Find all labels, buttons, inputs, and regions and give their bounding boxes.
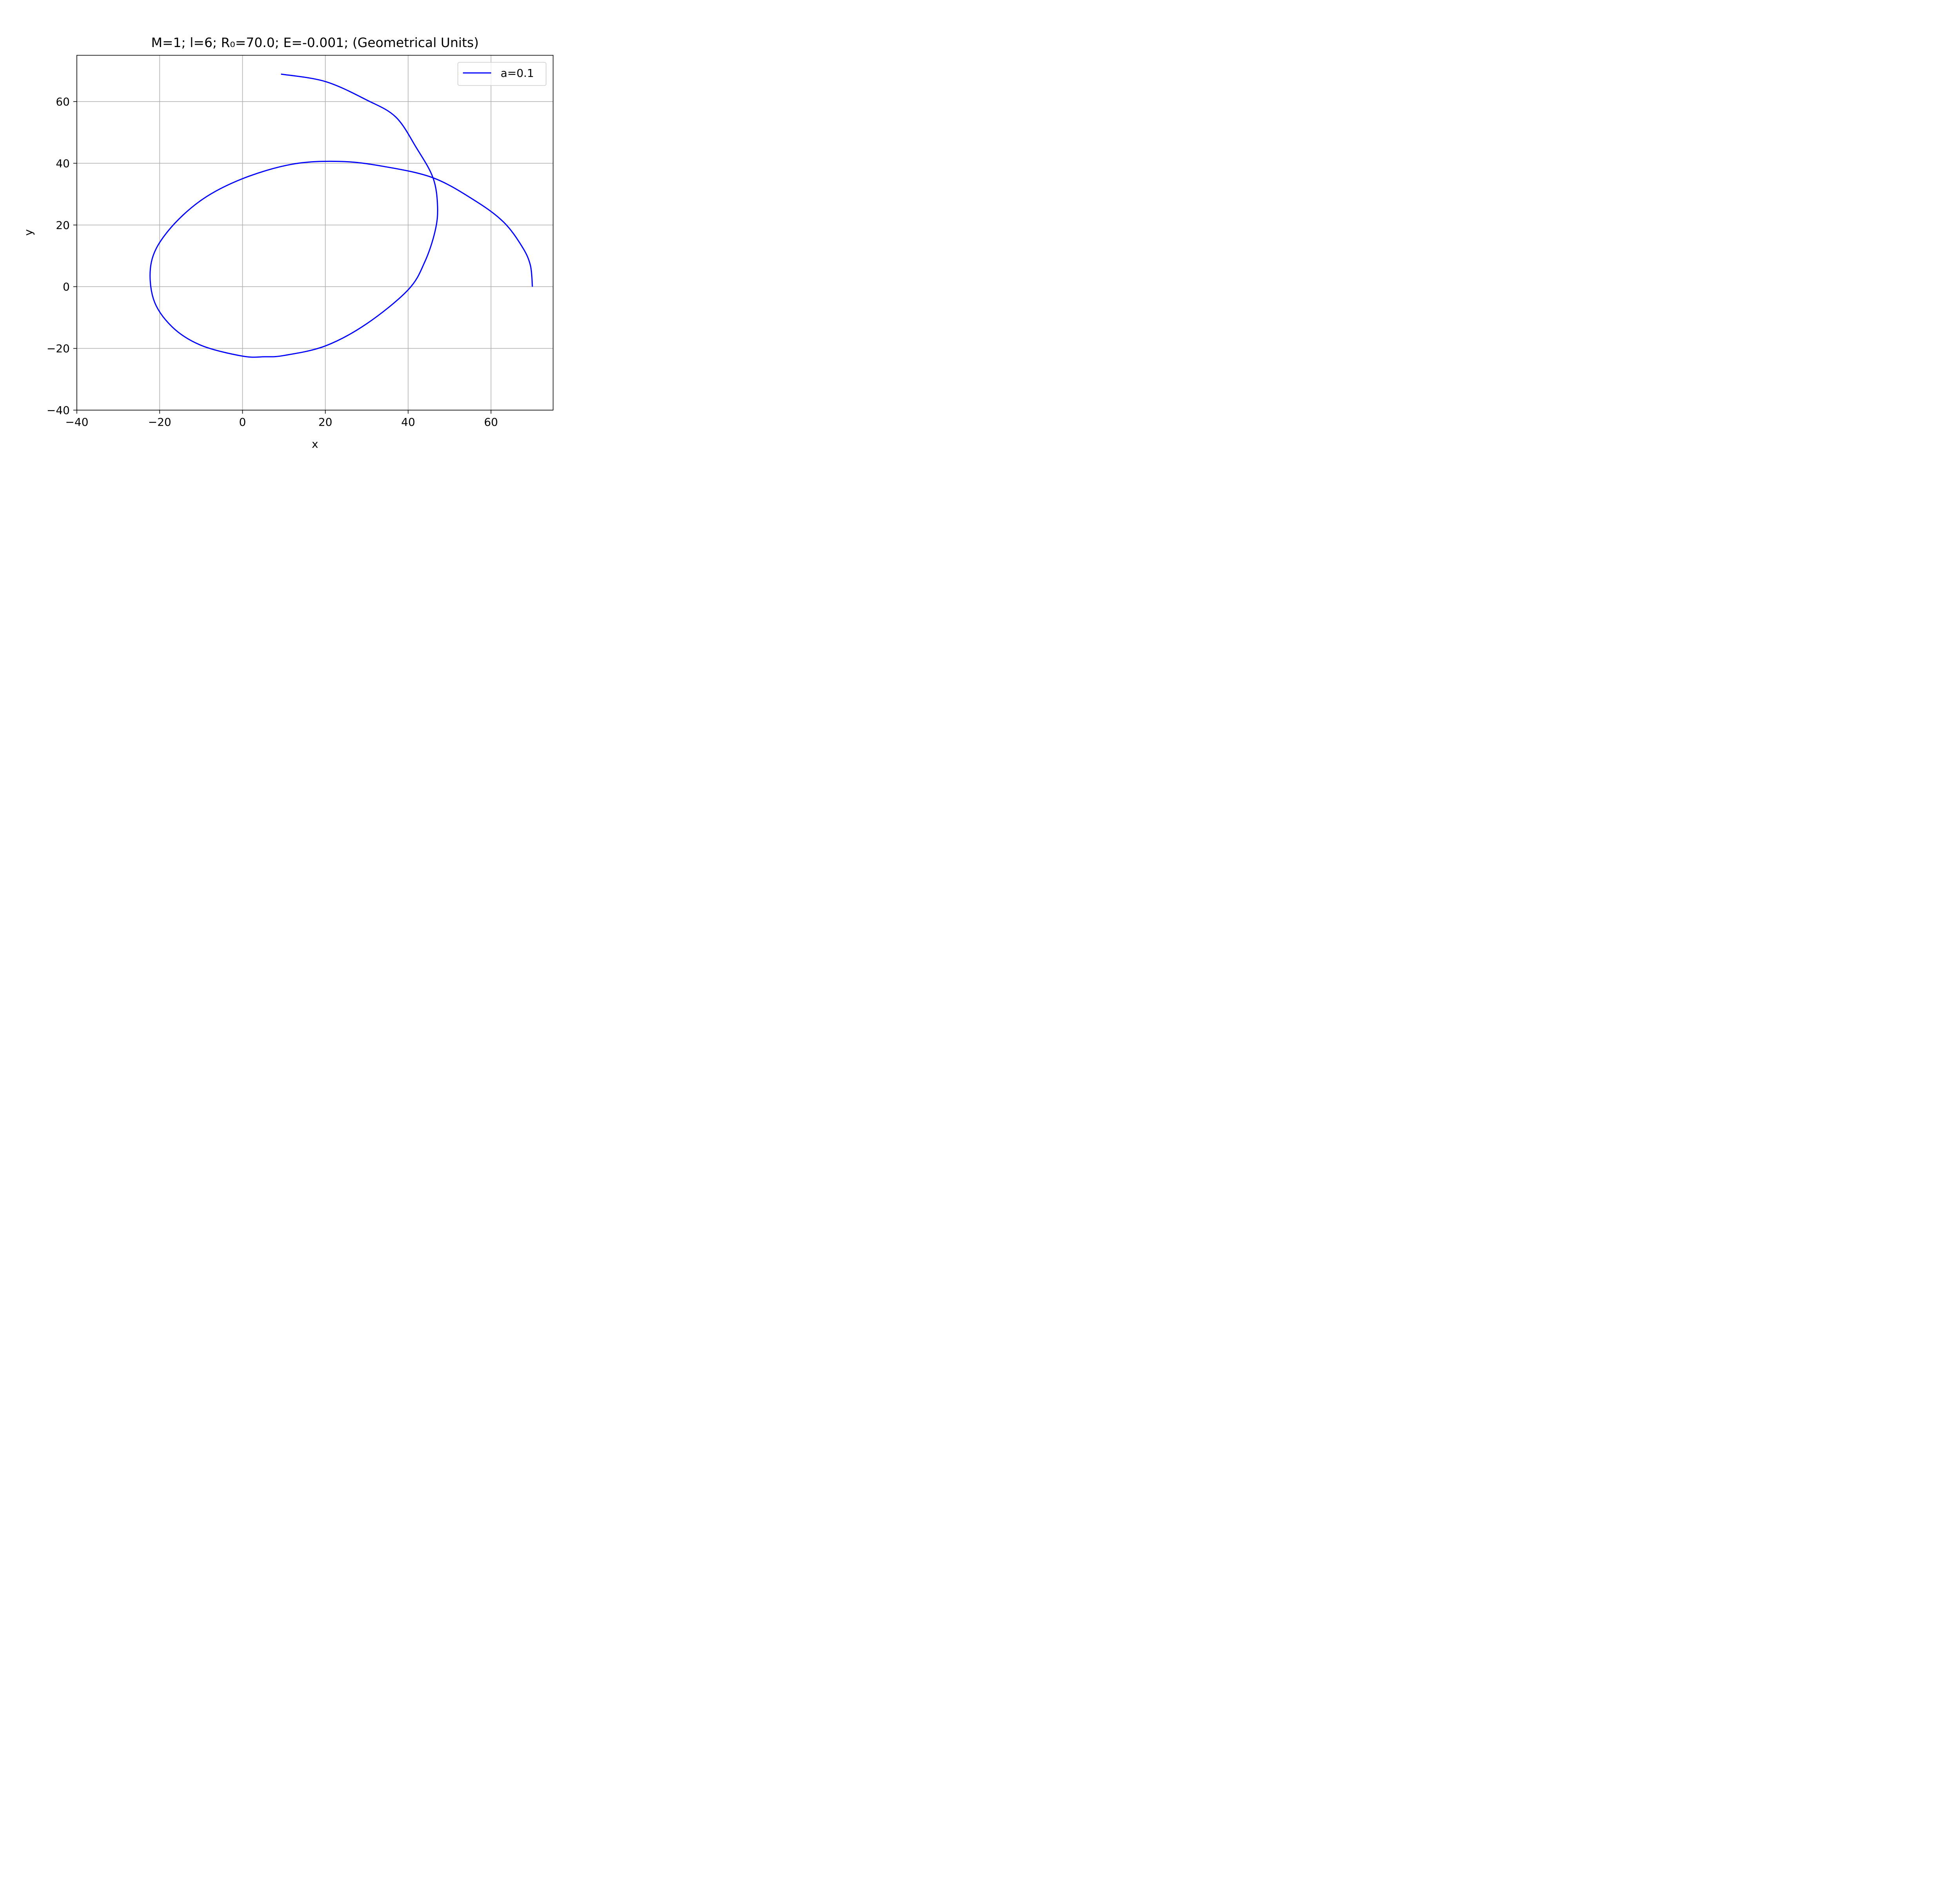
plot-frame bbox=[76, 55, 554, 411]
ticks: −40 −20 0 20 40 60 −40 −20 0 20 40 60 bbox=[47, 95, 498, 429]
y-axis-label: y bbox=[22, 229, 35, 236]
grid bbox=[76, 55, 553, 411]
legend-box bbox=[457, 62, 546, 86]
chart-title: M=1; l=6; R₀=70.0; E=-0.001; (Geometrica… bbox=[151, 35, 479, 50]
x-tick-label: −20 bbox=[148, 416, 171, 429]
x-tick-label: 60 bbox=[484, 416, 498, 429]
x-tick-label: 40 bbox=[401, 416, 415, 429]
y-tick-label: −20 bbox=[47, 342, 70, 355]
y-tick-label: 60 bbox=[56, 95, 70, 108]
x-axis-label: x bbox=[312, 438, 318, 451]
chart: −40 −20 0 20 40 60 −40 −20 0 20 40 60 M=1; l=6; R₀=… bbox=[0, 0, 606, 454]
x-tick-label: 20 bbox=[318, 416, 332, 429]
x-tick-label: 0 bbox=[239, 416, 246, 429]
series-line bbox=[149, 73, 533, 358]
y-tick-label: 40 bbox=[56, 157, 70, 170]
legend: a=0.1 bbox=[457, 62, 546, 86]
plot-svg: −40 −20 0 20 40 60 −40 −20 0 20 40 60 M=1; l=6; R₀=… bbox=[22, 35, 554, 451]
series-layer bbox=[149, 73, 533, 358]
legend-label: a=0.1 bbox=[501, 67, 534, 80]
y-tick-label: 0 bbox=[63, 280, 70, 293]
y-tick-label: −40 bbox=[47, 404, 70, 417]
y-tick-label: 20 bbox=[56, 219, 70, 232]
x-tick-label: −40 bbox=[65, 416, 88, 429]
